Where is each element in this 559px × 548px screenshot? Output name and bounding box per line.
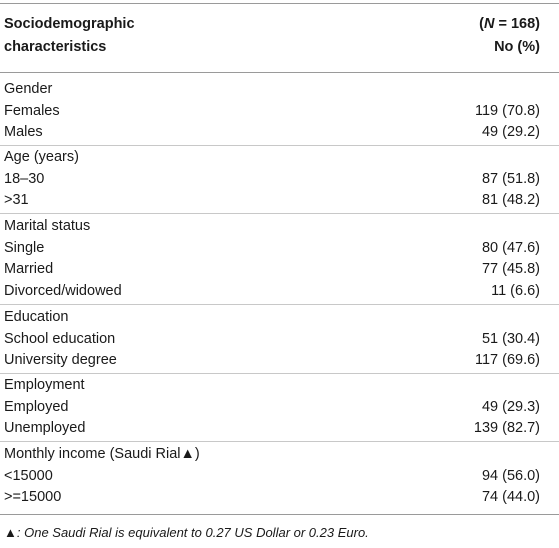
row-value: 87 (51.8) (481, 170, 540, 187)
header-count: (N = 168) No (%) (479, 13, 540, 59)
row-value: 81 (48.2) (481, 192, 540, 208)
section-title: Monthly income (Saudi Rial▲) (0, 444, 559, 466)
table-row: >=15000 74 (44.0) (0, 487, 559, 509)
table-row: Married 77 (45.8) (0, 259, 559, 281)
section-age: Age (years) 18–30 87 (51.8) >31 81 (48.2) (0, 147, 559, 212)
table-row: University degree 117 (69.6) (0, 350, 559, 372)
section-title-label: Gender (4, 81, 53, 97)
row-label: Employed (4, 398, 69, 415)
table-header: Sociodemographic characteristics (N = 16… (0, 8, 559, 72)
row-value: 74 (44.0) (481, 489, 540, 505)
row-label: >31 (4, 192, 29, 208)
row-label: Single (4, 239, 45, 256)
section-rule (0, 373, 559, 374)
row-value: 119 (70.8) (474, 102, 540, 119)
row-label: University degree (4, 352, 117, 368)
row-label: Divorced/widowed (4, 282, 122, 299)
row-label: 18–30 (4, 170, 45, 187)
table-footnote: ▲: One Saudi Rial is equivalent to 0.27 … (4, 524, 369, 542)
section-title-label: Education (4, 309, 69, 325)
table-row: Employed 49 (29.3) (0, 397, 559, 419)
row-value: 117 (69.6) (474, 352, 540, 368)
row-label: Unemployed (4, 420, 86, 436)
table-row: Males 49 (29.2) (0, 122, 559, 144)
row-value: 77 (45.8) (481, 261, 540, 277)
section-title-label: Monthly income (Saudi Rial▲) (4, 446, 200, 462)
header-n-open: ( (479, 16, 484, 32)
row-value: 80 (47.6) (481, 239, 540, 256)
table-row: Divorced/widowed 11 (6.6) (0, 281, 559, 303)
table-bottom-rule (0, 514, 559, 515)
row-label: School education (4, 330, 116, 347)
row-value: 94 (56.0) (481, 467, 540, 484)
row-label: <15000 (4, 467, 53, 484)
row-label: Males (4, 124, 43, 140)
section-title-label: Marital status (4, 218, 91, 234)
table-row: 18–30 87 (51.8) (0, 169, 559, 191)
table-row: >31 81 (48.2) (0, 190, 559, 212)
row-value: 49 (29.2) (481, 124, 540, 140)
header-n-var: N (483, 16, 495, 32)
table-row: <15000 94 (56.0) (0, 466, 559, 488)
section-rule (0, 441, 559, 442)
footnote-mark: ▲ (4, 525, 17, 540)
section-title-label: Employment (4, 377, 85, 393)
header-characteristics: Sociodemographic characteristics (4, 13, 264, 59)
section-title-label: Age (years) (4, 149, 79, 165)
section-marital-status: Marital status Single 80 (47.6) Married 77… (0, 216, 559, 302)
footnote-text: : One Saudi Rial is equivalent to 0.27 U… (16, 525, 369, 540)
header-right-line2: No (%) (494, 39, 540, 55)
table-top-rule (0, 3, 559, 4)
section-title: Education (0, 307, 559, 329)
section-title: Age (years) (0, 147, 559, 169)
table-row: Unemployed 139 (82.7) (0, 418, 559, 440)
header-n-total: (N = 168) (479, 13, 540, 36)
row-value: 139 (82.7) (473, 420, 540, 436)
section-monthly-income: Monthly income (Saudi Rial▲) <15000 94 (5… (0, 444, 559, 509)
section-rule (0, 304, 559, 305)
row-label: Females (4, 102, 60, 119)
section-title: Employment (0, 375, 559, 397)
row-label: >=15000 (4, 489, 62, 505)
row-value: 51 (30.4) (481, 330, 540, 347)
section-employment: Employment Employed 49 (29.3) Unemployed 1… (0, 375, 559, 440)
header-left-line1: Sociodemographic (4, 16, 135, 32)
table-row: School education 51 (30.4) (0, 329, 559, 351)
table-row: Females 119 (70.8) (0, 101, 559, 123)
header-n-rest: = 168) (494, 16, 540, 32)
section-title: Marital status (0, 216, 559, 238)
header-rule (0, 72, 559, 73)
row-label: Married (4, 261, 54, 277)
header-left-line2: characteristics (4, 39, 107, 55)
section-education: Education School education 51 (30.4) Univ… (0, 307, 559, 372)
section-title: Gender (0, 79, 559, 101)
section-gender: Gender Females 119 (70.8) Males 49 (29.2) (0, 79, 559, 144)
row-value: 49 (29.3) (481, 398, 540, 415)
section-rule (0, 213, 559, 214)
table-row: Single 80 (47.6) (0, 238, 559, 260)
section-rule (0, 145, 559, 146)
row-value: 11 (6.6) (491, 282, 540, 299)
